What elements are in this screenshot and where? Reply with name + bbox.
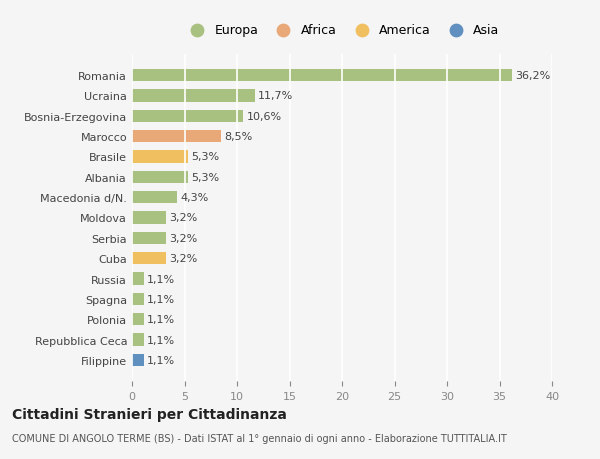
Text: 4,3%: 4,3%: [181, 193, 209, 203]
Bar: [132, 151, 188, 163]
Text: 3,2%: 3,2%: [169, 254, 197, 263]
Text: 1,1%: 1,1%: [146, 294, 175, 304]
Bar: [132, 313, 143, 325]
Text: 1,1%: 1,1%: [146, 355, 175, 365]
Bar: [132, 334, 143, 346]
Text: 36,2%: 36,2%: [515, 71, 551, 81]
Text: 3,2%: 3,2%: [169, 233, 197, 243]
Text: 5,3%: 5,3%: [191, 173, 219, 182]
Bar: [132, 232, 166, 244]
Bar: [132, 111, 244, 123]
Text: 3,2%: 3,2%: [169, 213, 197, 223]
Legend: Europa, Africa, America, Asia: Europa, Africa, America, Asia: [179, 19, 505, 42]
Text: 1,1%: 1,1%: [146, 335, 175, 345]
Bar: [132, 131, 221, 143]
Text: 10,6%: 10,6%: [247, 112, 281, 122]
Text: 5,3%: 5,3%: [191, 152, 219, 162]
Bar: [132, 252, 166, 265]
Bar: [132, 354, 143, 366]
Bar: [132, 70, 512, 82]
Bar: [132, 293, 143, 305]
Bar: [132, 90, 255, 102]
Bar: [132, 171, 188, 184]
Text: 1,1%: 1,1%: [146, 274, 175, 284]
Bar: [132, 192, 177, 204]
Text: 8,5%: 8,5%: [224, 132, 253, 142]
Text: 11,7%: 11,7%: [258, 91, 293, 101]
Text: Cittadini Stranieri per Cittadinanza: Cittadini Stranieri per Cittadinanza: [12, 407, 287, 421]
Bar: [132, 212, 166, 224]
Bar: [132, 273, 143, 285]
Text: 1,1%: 1,1%: [146, 314, 175, 325]
Text: COMUNE DI ANGOLO TERME (BS) - Dati ISTAT al 1° gennaio di ogni anno - Elaborazio: COMUNE DI ANGOLO TERME (BS) - Dati ISTAT…: [12, 433, 507, 442]
